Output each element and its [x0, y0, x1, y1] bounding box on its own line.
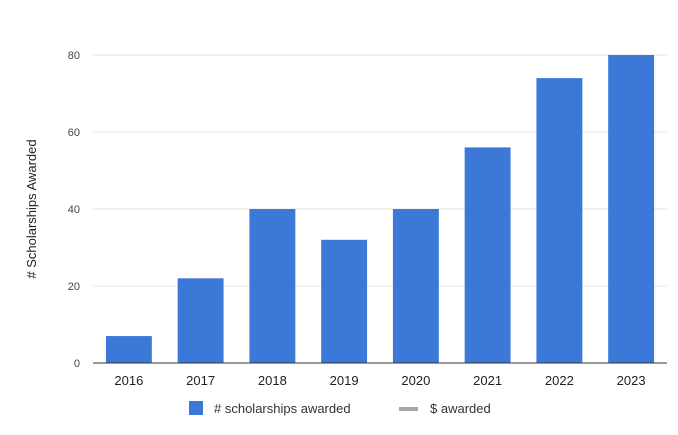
y-tick-label: 60	[68, 127, 80, 139]
x-tick-label: 2017	[186, 373, 215, 388]
legend-label-dollars[interactable]: $ awarded	[430, 401, 491, 416]
bar-2022[interactable]	[536, 78, 583, 363]
y-tick-label: 40	[68, 204, 80, 216]
x-tick-label: 2018	[258, 373, 287, 388]
legend: # scholarships awarded $ awarded	[189, 401, 491, 416]
y-tick-label: 0	[74, 358, 80, 370]
y-tick-label: 80	[68, 50, 80, 62]
bar-2019[interactable]	[321, 239, 368, 363]
x-tick-label: 2016	[114, 373, 143, 388]
legend-swatch-dollars	[399, 407, 418, 411]
x-tick-label: 2021	[473, 373, 502, 388]
bars	[105, 55, 655, 363]
x-tick-label: 2022	[545, 373, 574, 388]
bar-2023[interactable]	[608, 55, 655, 363]
y-tick-label: 20	[68, 281, 80, 293]
x-tick-label: 2023	[617, 373, 646, 388]
legend-label-scholarships[interactable]: # scholarships awarded	[214, 401, 351, 416]
bar-2016[interactable]	[105, 336, 152, 363]
bar-2018[interactable]	[249, 209, 296, 363]
axes: 0 20 40 60 80 2016 2017 2018 2019 2020 2021 2022 202…	[68, 50, 667, 388]
bar-2020[interactable]	[392, 209, 439, 363]
bar-2017[interactable]	[177, 278, 224, 363]
y-axis-title: # Scholarships Awarded	[24, 139, 39, 278]
x-tick-label: 2019	[330, 373, 359, 388]
legend-swatch-scholarships	[189, 401, 203, 415]
x-tick-label: 2020	[401, 373, 430, 388]
bar-2021[interactable]	[464, 147, 511, 363]
